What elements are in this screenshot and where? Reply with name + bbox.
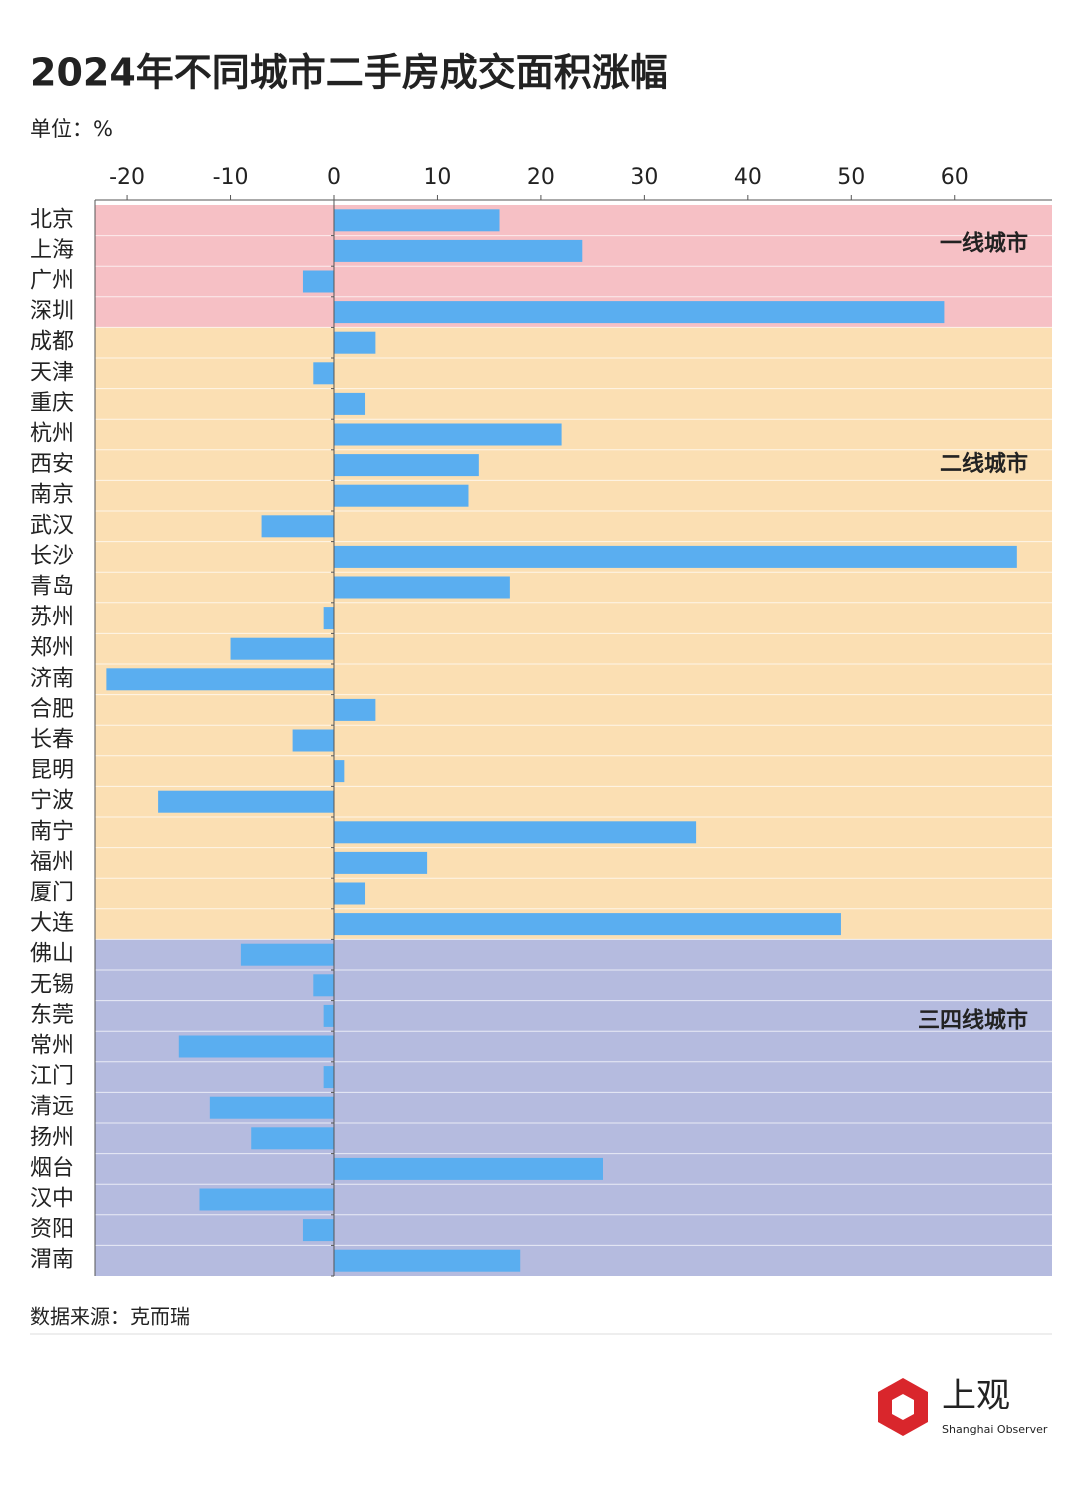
y-tick-label: 成都 [30, 330, 74, 355]
y-tick-label: 东莞 [30, 1003, 74, 1028]
brand-name: 上观 [942, 1376, 1010, 1416]
bar [313, 362, 334, 385]
x-tick-label: 60 [941, 165, 969, 190]
logo-mark-inner [892, 1394, 914, 1420]
bar [230, 637, 334, 660]
x-tick-label: 20 [527, 165, 555, 190]
bar [333, 913, 841, 936]
y-tick-label: 宁波 [30, 789, 74, 814]
bar [209, 1096, 334, 1119]
bar [302, 270, 334, 293]
y-tick-label: 南宁 [30, 819, 74, 844]
bar [333, 209, 500, 232]
bar [333, 821, 697, 844]
y-tick-label: 苏州 [30, 605, 74, 630]
bar [333, 851, 428, 874]
y-tick-label: 昆明 [30, 758, 74, 783]
bar [333, 760, 345, 783]
y-tick-label: 常州 [30, 1034, 74, 1059]
y-tick-label: 长春 [30, 728, 74, 753]
y-tick-label: 广州 [30, 269, 74, 294]
x-tick-label: 50 [837, 165, 865, 190]
y-tick-label: 清远 [30, 1095, 74, 1120]
y-tick-label: 汉中 [30, 1187, 74, 1212]
y-tick-label: 青岛 [30, 575, 74, 600]
y-tick-label: 福州 [30, 850, 74, 875]
group-label: 三四线城市 [918, 1008, 1028, 1034]
y-tick-label: 杭州 [30, 422, 74, 447]
y-tick-label: 厦门 [30, 881, 74, 906]
source: 数据来源：克而瑞 [30, 1305, 190, 1329]
brand-subtitle: Shanghai Observer [942, 1423, 1048, 1436]
bar [323, 607, 334, 630]
bar [333, 239, 583, 262]
x-tick-label: 10 [423, 165, 451, 190]
group-label: 一线城市 [940, 230, 1028, 256]
bar [158, 790, 334, 813]
bar [323, 1004, 334, 1027]
x-tick-label: -10 [213, 165, 249, 190]
y-tick-label: 武汉 [30, 513, 74, 538]
chart-subtitle: 单位：% [30, 117, 113, 141]
y-tick-label: 北京 [30, 207, 74, 232]
y-tick-label: 扬州 [30, 1125, 74, 1150]
bar [333, 392, 366, 415]
bar [333, 545, 1017, 568]
y-tick-label: 南京 [30, 483, 74, 508]
bar [313, 974, 334, 997]
chart-title: 2024年不同城市二手房成交面积涨幅 [30, 51, 668, 95]
bar [333, 882, 366, 905]
x-tick-label: -20 [109, 165, 145, 190]
bar [333, 331, 376, 354]
y-tick-label: 佛山 [30, 942, 74, 967]
logo: 上观 Shanghai Observer [878, 1376, 1048, 1436]
y-tick-label: 长沙 [30, 544, 74, 569]
y-tick-label: 济南 [30, 666, 74, 691]
x-tick-label: 0 [327, 165, 341, 190]
bar [106, 668, 334, 691]
y-tick-label: 资阳 [30, 1217, 74, 1242]
bar [292, 729, 334, 752]
y-tick-label: 上海 [30, 238, 74, 263]
y-tick-label: 深圳 [30, 299, 74, 324]
bar [251, 1127, 334, 1150]
y-tick-label: 渭南 [30, 1248, 74, 1273]
x-tick-label: 40 [734, 165, 762, 190]
bar [199, 1188, 334, 1211]
bar [333, 576, 510, 599]
bar [333, 301, 945, 324]
y-tick-label: 江门 [30, 1064, 74, 1089]
y-tick-label: 无锡 [30, 972, 74, 997]
bar [333, 484, 469, 507]
bar [333, 698, 376, 721]
bar [333, 423, 562, 446]
x-tick-label: 30 [630, 165, 658, 190]
group-label: 二线城市 [940, 451, 1028, 477]
bar [333, 454, 479, 477]
y-tick-label: 天津 [30, 360, 74, 385]
y-tick-label: 合肥 [30, 697, 74, 722]
y-tick-label: 西安 [30, 452, 74, 477]
bar [240, 943, 334, 966]
bar [178, 1035, 334, 1058]
bar [333, 1157, 603, 1180]
y-tick-label: 重庆 [30, 391, 74, 416]
bar [333, 1249, 521, 1272]
bar [261, 515, 334, 538]
bar [302, 1219, 334, 1242]
y-tick-label: 大连 [30, 911, 74, 936]
bar [323, 1066, 334, 1089]
y-tick-label: 烟台 [30, 1156, 74, 1181]
y-tick-label: 郑州 [30, 636, 74, 661]
